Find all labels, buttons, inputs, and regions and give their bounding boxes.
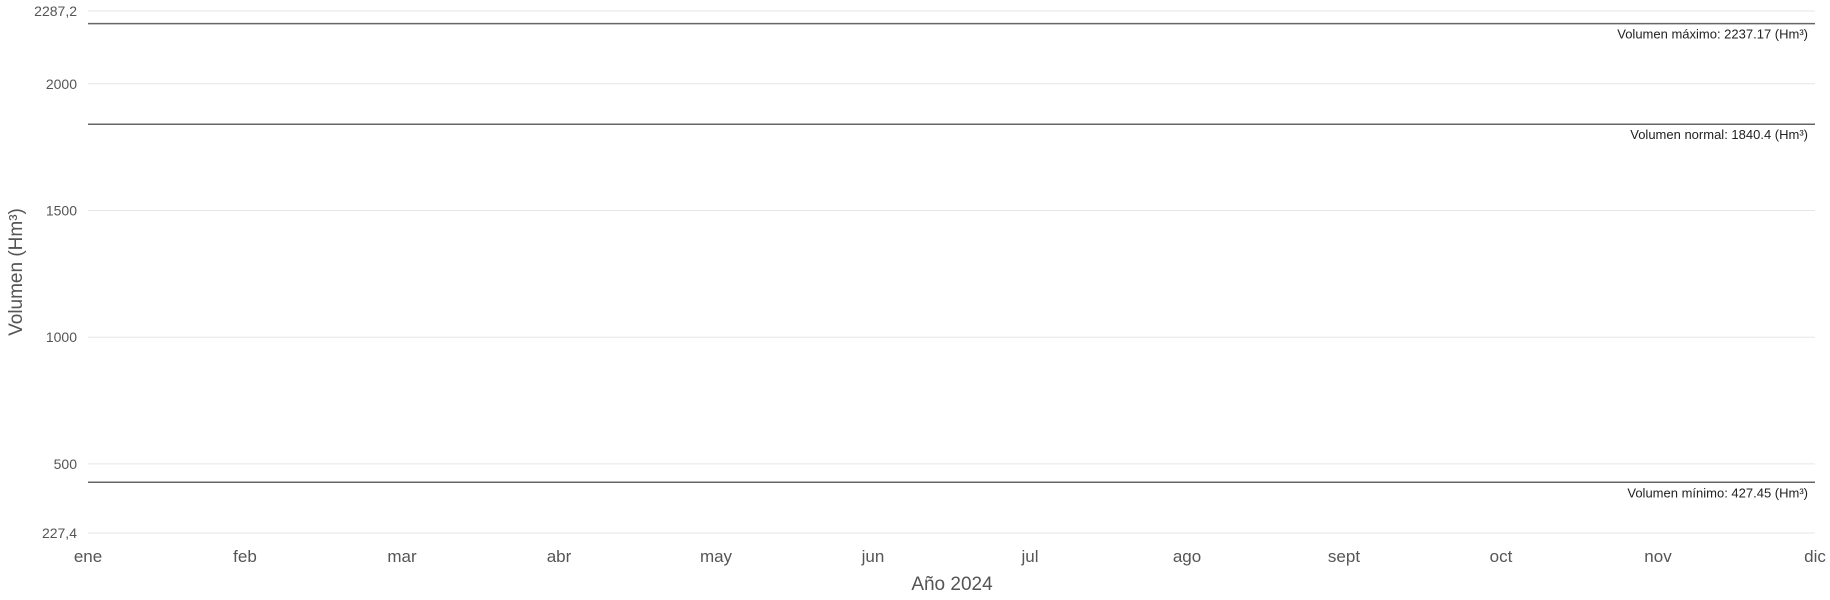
- x-tick-label: ene: [74, 547, 102, 566]
- x-tick-label: sept: [1328, 547, 1360, 566]
- y-tick-label: 227,4: [42, 525, 77, 541]
- x-tick-label: dic: [1804, 547, 1826, 566]
- y-tick-label: 1000: [46, 329, 77, 345]
- y-tick-label: 1500: [46, 202, 77, 218]
- y-axis-title: Volumen (Hm³): [6, 208, 27, 336]
- x-tick-label: nov: [1644, 547, 1672, 566]
- x-tick-label: mar: [387, 547, 417, 566]
- grid-layer: [88, 10, 1815, 534]
- y-tick-label: 2000: [46, 76, 77, 92]
- y-tick-label: 500: [54, 456, 78, 472]
- x-tick-label: jul: [1020, 547, 1038, 566]
- x-axis-ticks: ene feb mar abr may jun jul ago sept oct nov dic: [74, 547, 1827, 566]
- x-tick-label: ago: [1173, 547, 1201, 566]
- x-tick-label: oct: [1490, 547, 1513, 566]
- x-tick-label: feb: [233, 547, 257, 566]
- reference-lines: Volumen máximo: 2237.17 (Hm³) Volumen nor…: [88, 22, 1815, 500]
- reference-label-normal: Volumen normal: 1840.4 (Hm³): [1630, 127, 1808, 142]
- y-axis-ticks: 227,4 500 1000 1500 2000 2287,2: [34, 3, 77, 541]
- x-tick-label: jun: [861, 547, 885, 566]
- x-tick-label: abr: [547, 547, 572, 566]
- x-tick-label: may: [700, 547, 733, 566]
- reference-label-minimo: Volumen mínimo: 427.45 (Hm³): [1627, 485, 1808, 500]
- x-axis-title: Año 2024: [911, 574, 993, 595]
- reference-label-maximo: Volumen máximo: 2237.17 (Hm³): [1617, 27, 1808, 42]
- y-tick-label: 2287,2: [34, 3, 77, 19]
